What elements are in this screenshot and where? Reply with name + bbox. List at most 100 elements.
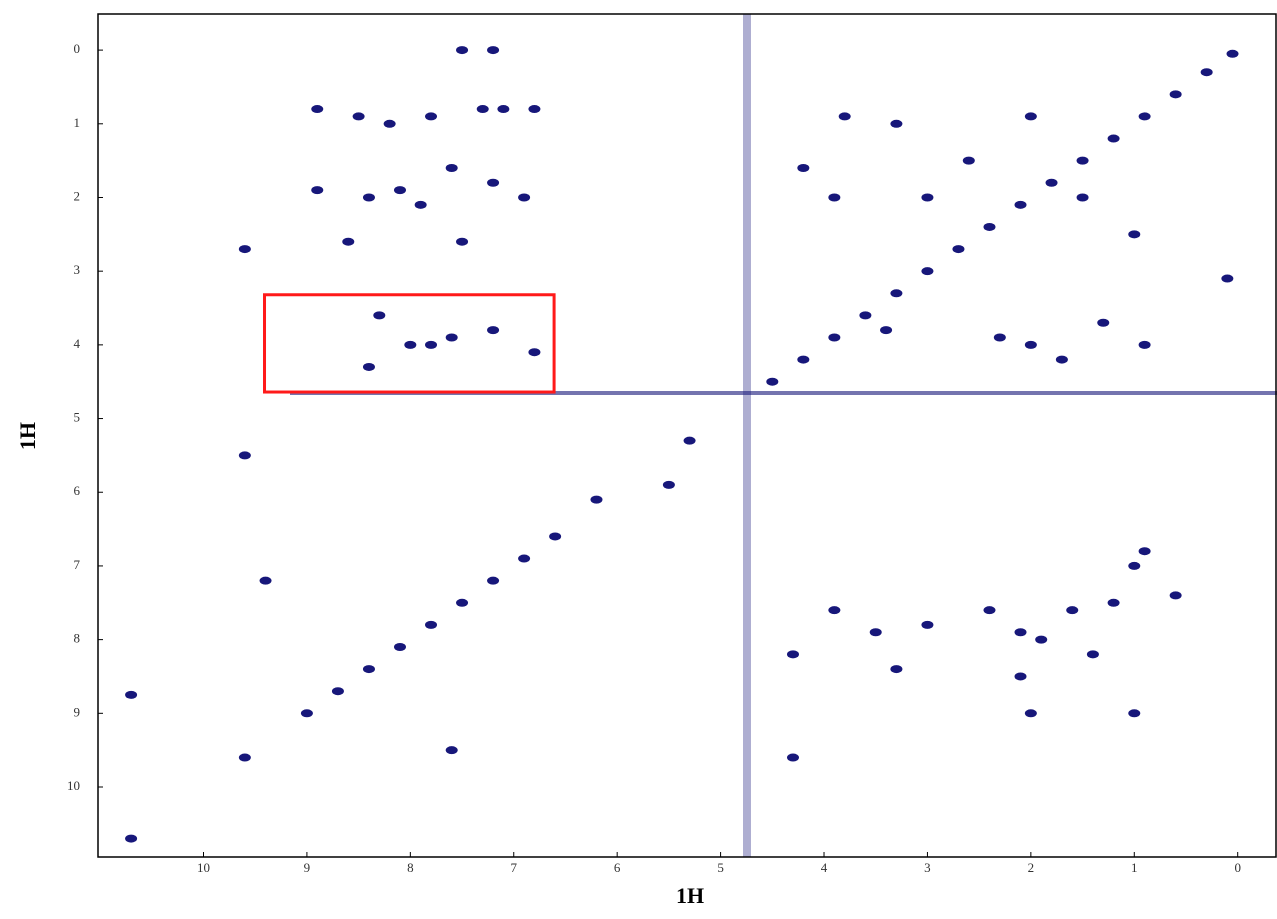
peak [1226,49,1239,58]
peak [238,245,251,254]
peak [766,377,779,386]
peak [445,164,458,173]
x-tick-label: 4 [821,860,828,875]
peak [259,576,272,585]
x-tick-label: 6 [614,860,621,875]
peak [1107,598,1120,607]
peak [1066,606,1079,615]
peak [1097,318,1110,327]
peak [1014,200,1027,209]
y-tick-label: 4 [74,336,81,351]
peak [1138,547,1151,556]
peak [238,753,251,762]
peak [549,532,562,541]
y-tick-label: 10 [67,778,80,793]
peak [797,164,810,173]
peak [487,326,500,335]
peak [352,112,365,121]
plot-frame [97,13,1277,858]
peak [1014,628,1027,637]
peak [786,753,799,762]
peak [487,46,500,55]
peak [1024,112,1037,121]
peak [1076,156,1089,165]
peak [786,650,799,659]
peak [993,333,1006,342]
peak [362,665,375,674]
x-tick-label: 1 [1131,860,1138,875]
peak [1169,90,1182,99]
peak [311,105,324,114]
peak [921,267,934,276]
peak [373,311,386,320]
peak [590,495,603,504]
peak [425,620,438,629]
peak [414,200,427,209]
peak [404,340,417,349]
y-tick-label: 8 [74,631,81,646]
peak [1076,193,1089,202]
peak [497,105,510,114]
x-tick-label: 8 [407,860,414,875]
peak [1024,709,1037,718]
peak [921,193,934,202]
y-tick-label: 6 [74,483,81,498]
peak [425,112,438,121]
peak [1086,650,1099,659]
peak [828,333,841,342]
x-tick-label: 0 [1234,860,1241,875]
peak [1035,635,1048,644]
peak [445,746,458,755]
y-tick-label: 7 [74,557,81,572]
peak [476,105,489,114]
peak [869,628,882,637]
peak [238,451,251,460]
peak [445,333,458,342]
peak [1045,178,1058,187]
peak [838,112,851,121]
y-tick-label: 3 [74,262,81,277]
peak [393,642,406,651]
peak [828,606,841,615]
peak [1128,561,1141,570]
peak [1055,355,1068,364]
peak [1138,340,1151,349]
peak [125,834,138,843]
peak [1138,112,1151,121]
y-axis-label: 1H [15,422,40,450]
highlight-box [263,293,556,394]
y-tick-label: 2 [74,188,81,203]
peak [362,362,375,371]
peak [1169,591,1182,600]
peak [983,222,996,231]
x-tick-label: 10 [197,860,210,875]
x-tick-label: 2 [1028,860,1035,875]
peak [518,193,531,202]
peak [125,690,138,699]
peak [890,119,903,128]
peak [983,606,996,615]
x-axis-label: 1H [676,883,704,908]
x-tick-label: 9 [304,860,311,875]
peak [797,355,810,364]
peak [393,186,406,195]
x-tick-label: 7 [511,860,518,875]
peak [1221,274,1234,283]
peak [528,348,541,357]
y-tick-label: 9 [74,704,81,719]
peak [1014,672,1027,681]
peak [311,186,324,195]
peak [1200,68,1213,77]
peak [890,289,903,298]
y-tick-label: 1 [74,115,81,130]
peak [342,237,355,246]
peak [425,340,438,349]
y-tick-label: 5 [74,410,81,425]
peak [362,193,375,202]
peak [880,326,893,335]
peak [890,665,903,674]
peak [962,156,975,165]
peak [331,687,344,696]
peak [518,554,531,563]
